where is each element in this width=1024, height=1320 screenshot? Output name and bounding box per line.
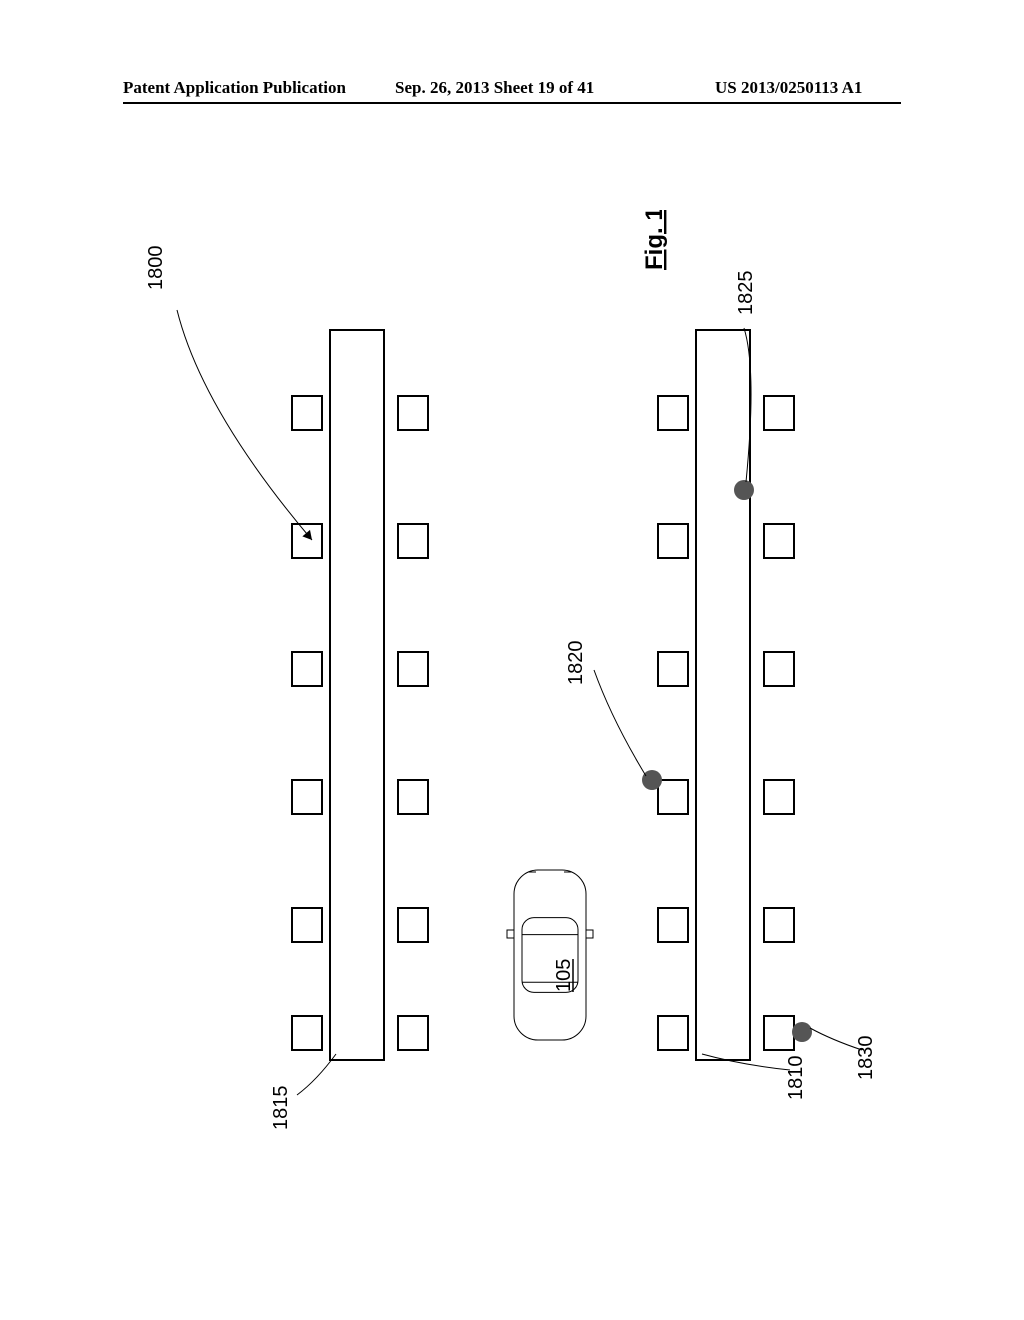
- window-top-upper: [292, 396, 322, 430]
- window-bot-lower: [764, 780, 794, 814]
- window-bot-upper: [658, 396, 688, 430]
- figure-title: Fig. 18: [641, 210, 668, 270]
- window-bot-upper: [658, 780, 688, 814]
- window-bot-lower: [764, 524, 794, 558]
- figure-18: 1800 1815 1810 105 1820 1825 1830 Fig. 18: [132, 210, 892, 1190]
- window-top-lower: [398, 780, 428, 814]
- window-top-upper: [292, 652, 322, 686]
- ref-label-1830: 1830: [855, 1036, 877, 1081]
- ref-label-1810: 1810: [785, 1056, 807, 1101]
- window-bot-lower: [764, 908, 794, 942]
- window-bot-upper: [658, 524, 688, 558]
- window-top-lower: [398, 396, 428, 430]
- header-rule: [123, 102, 901, 104]
- ref-label-1820: 1820: [565, 641, 587, 686]
- ref-label-105: 105: [553, 959, 575, 992]
- ref-label-1825: 1825: [735, 271, 757, 316]
- building-top: [330, 330, 384, 1060]
- window-bot-lower: [764, 396, 794, 430]
- window-bot-upper: [658, 908, 688, 942]
- window-top-lower: [398, 652, 428, 686]
- ref-label-1815: 1815: [270, 1086, 292, 1131]
- building-bottom: [696, 330, 750, 1060]
- arrowhead-icon: [302, 530, 312, 540]
- window-top-upper: [292, 1016, 322, 1050]
- sensor-dot-1: [734, 480, 754, 500]
- window-top-upper: [292, 524, 322, 558]
- leader-line: [702, 1054, 790, 1070]
- window-bot-lower: [764, 1016, 794, 1050]
- page: Patent Application Publication Sep. 26, …: [0, 0, 1024, 1320]
- header-center-text: Sep. 26, 2013 Sheet 19 of 41: [395, 78, 594, 98]
- figure-svg: 1800 1815 1810 105 1820 1825 1830 Fig. 18: [132, 210, 892, 1190]
- ref-label-1800: 1800: [145, 246, 167, 291]
- header-left-text: Patent Application Publication: [123, 78, 346, 98]
- window-top-upper: [292, 908, 322, 942]
- leader-line: [594, 670, 646, 776]
- car-icon: [507, 870, 593, 1040]
- header-right-text: US 2013/0250113 A1: [715, 78, 862, 98]
- sensor-dot-2: [792, 1022, 812, 1042]
- window-top-upper: [292, 780, 322, 814]
- window-bot-upper: [658, 652, 688, 686]
- window-bot-upper: [658, 1016, 688, 1050]
- sensor-dot-0: [642, 770, 662, 790]
- window-top-lower: [398, 1016, 428, 1050]
- window-bot-lower: [764, 652, 794, 686]
- window-top-lower: [398, 524, 428, 558]
- window-top-lower: [398, 908, 428, 942]
